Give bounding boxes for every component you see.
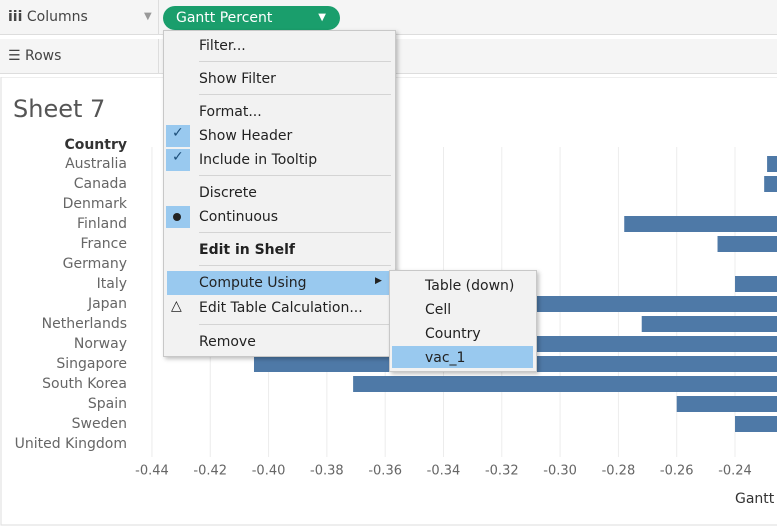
columns-shelf: iii Columns ▼ Gantt Percent ▼ [0, 0, 777, 35]
gantt-bar [641, 316, 777, 332]
gantt-bar [735, 276, 777, 292]
gantt-bar [767, 156, 777, 172]
submenu-item[interactable]: Table (down) [425, 278, 515, 294]
x-tick-label: -0.44 [135, 464, 169, 479]
check-box: ✓ [166, 149, 190, 171]
sheet-title: Sheet 7 [13, 95, 105, 123]
row-label: Japan [87, 296, 127, 312]
row-label: Sweden [72, 416, 127, 432]
submenu: Table (down) Cell Country vac_1 [389, 270, 537, 372]
menu-item[interactable]: Remove [199, 334, 256, 350]
x-tick-label: -0.26 [660, 464, 694, 479]
row-label: Australia [65, 156, 127, 172]
x-tick-label: -0.38 [310, 464, 344, 479]
x-axis-title: Gantt [735, 491, 775, 507]
submenu-arrow: ▶ [375, 276, 382, 286]
gantt-bar [624, 216, 777, 232]
x-tick-label: -0.32 [485, 464, 519, 479]
gantt-bar [764, 176, 777, 192]
menu-item[interactable]: Continuous [199, 209, 279, 225]
submenu-item[interactable]: Cell [425, 302, 452, 318]
submenu-item[interactable]: vac_1 [425, 350, 466, 366]
row-label: Germany [63, 256, 127, 272]
rows-label: Rows [25, 48, 62, 64]
pill-label: Gantt Percent [176, 10, 273, 26]
columns-shelf-label: iii Columns ▼ [0, 0, 159, 34]
row-label: Finland [77, 216, 127, 232]
x-tick-label: -0.42 [193, 464, 227, 479]
columns-label: Columns [26, 9, 88, 25]
row-label: Spain [88, 396, 127, 412]
menu-item[interactable]: Show Filter [199, 71, 276, 87]
row-label: United Kingdom [15, 436, 127, 452]
menu-item[interactable]: Discrete [199, 185, 257, 201]
menu-highlight [167, 271, 390, 295]
row-label: France [80, 236, 127, 252]
gantt-percent-pill[interactable]: Gantt Percent ▼ [163, 6, 340, 30]
menu-item[interactable]: Show Header [199, 128, 293, 144]
row-label: Italy [97, 276, 127, 292]
row-header: Country [64, 137, 127, 153]
x-tick-label: -0.24 [718, 464, 752, 479]
x-tick-label: -0.34 [427, 464, 461, 479]
menu-item[interactable]: Filter... [199, 38, 246, 54]
menu-item[interactable]: Edit in Shelf [199, 242, 296, 258]
delta-icon: △ [171, 298, 182, 314]
submenu-item[interactable]: Country [425, 326, 481, 342]
gantt-bar [717, 236, 777, 252]
x-tick-label: -0.30 [543, 464, 577, 479]
menu-item[interactable]: Format... [199, 104, 262, 120]
row-label: South Korea [42, 376, 127, 392]
context-menu: Filter... Show Filter Format... ✓ Show H… [163, 30, 396, 357]
row-label: Norway [74, 336, 127, 352]
rows-shelf-label: ☰ Rows [0, 39, 159, 73]
submenu-highlight [392, 346, 533, 368]
menu-item[interactable]: Edit Table Calculation... [199, 300, 363, 316]
gantt-bar [735, 416, 777, 432]
gantt-bar [353, 376, 777, 392]
x-tick-label: -0.36 [368, 464, 402, 479]
check-box: ✓ [166, 125, 190, 147]
menu-item[interactable]: Include in Tooltip [199, 152, 318, 168]
gantt-bar [676, 396, 777, 412]
x-tick-label: -0.28 [602, 464, 636, 479]
row-label: Netherlands [42, 316, 127, 332]
row-label: Denmark [63, 196, 128, 212]
row-label: Canada [74, 176, 127, 192]
row-label: Singapore [56, 356, 127, 372]
x-tick-label: -0.40 [252, 464, 286, 479]
radio-box [166, 206, 190, 228]
menu-item[interactable]: Compute Using [199, 275, 307, 291]
